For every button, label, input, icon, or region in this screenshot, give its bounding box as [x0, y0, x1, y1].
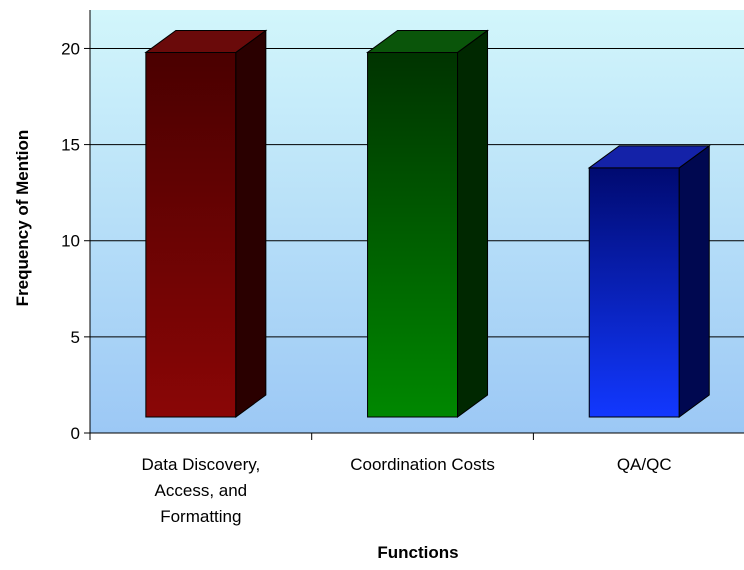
x-tick-label: QA/QC — [617, 455, 672, 474]
bar-side — [457, 29, 489, 418]
bar — [144, 29, 268, 418]
x-tick-labels: Data Discovery, Access, and Formatting Coor… — [141, 455, 671, 526]
y-tick-label: 20 — [61, 39, 80, 58]
bar — [366, 29, 490, 418]
y-tick-label: 0 — [71, 424, 80, 443]
x-tick-label: Coordination Costs — [350, 455, 495, 474]
bar-top — [144, 29, 268, 53]
y-tick-label: 10 — [61, 232, 80, 251]
bars — [144, 29, 711, 418]
y-tick-label: 15 — [61, 136, 80, 155]
y-axis-title: Frequency of Mention — [13, 130, 32, 307]
bar-side — [235, 29, 267, 418]
x-tick-label: Data Discovery, Access, and Formatting — [141, 455, 260, 526]
bar-top — [366, 29, 490, 53]
y-tick-label: 5 — [71, 328, 80, 347]
y-tick-labels: 0 5 10 15 20 — [61, 39, 80, 443]
bar-front — [588, 167, 680, 418]
bar — [587, 144, 711, 418]
bar-side — [678, 144, 710, 418]
x-axis-title: Functions — [377, 543, 458, 562]
axes — [84, 10, 744, 440]
bar-top — [587, 145, 711, 169]
bar-front — [145, 51, 237, 418]
bar-front — [367, 51, 459, 418]
